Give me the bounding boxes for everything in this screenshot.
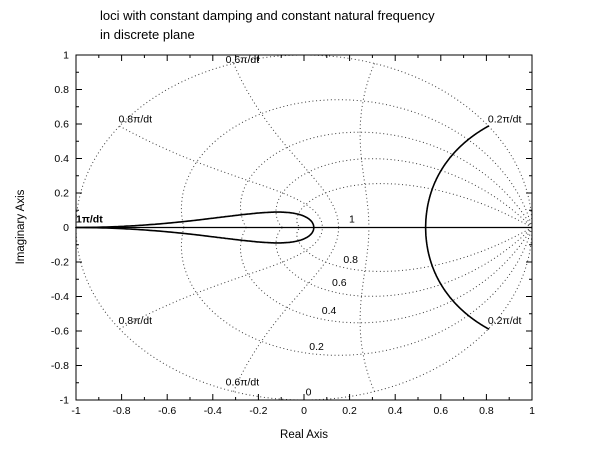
wn-label: 0.2π/dt [488, 113, 522, 125]
wn-curve-0.4pi-dt-lower [359, 227, 375, 392]
zeta-spiral-0.6-upper [275, 158, 533, 228]
zeta-label: 0.2 [309, 341, 324, 353]
wn-curve-solid-1pi-dt-lower [75, 226, 315, 244]
y-tick-label: 0.6 [54, 119, 69, 131]
wn-curve-0.8pi-dt-lower [119, 227, 323, 330]
zeta-spiral-0.4-upper [240, 131, 533, 228]
wn-curve-solid-1pi-dt-upper [75, 211, 315, 229]
x-tick-label: 0.8 [479, 405, 494, 417]
wn-label: 0.8π/dt [119, 315, 153, 327]
x-tick-label: -0.8 [113, 405, 131, 417]
y-tick-label: -0.8 [51, 360, 69, 372]
wn-curve-0.6pi-dt-upper [233, 63, 340, 228]
wn-label: 0.6π/dt [226, 54, 260, 66]
y-tick-label: 0.8 [54, 84, 69, 96]
wn-curve-0.8pi-dt-upper [119, 125, 323, 228]
zeta-label: 1 [349, 213, 355, 225]
y-tick-label: -1 [60, 395, 69, 407]
x-tick-label: 0.4 [388, 405, 403, 417]
plot-title-line2: in discrete plane [100, 27, 195, 42]
y-tick-label: 0.2 [54, 188, 69, 200]
y-tick-label: -0.4 [51, 291, 69, 303]
zeta-spiral-0.8-upper [296, 183, 533, 228]
plot-title-line1: loci with constant damping and constant … [100, 8, 435, 23]
wn-curve-solid-0.2pi-dt-lower [424, 226, 490, 330]
wn-label: 0.6π/dt [226, 376, 260, 388]
zeta-spiral-0.4-lower [240, 227, 533, 324]
wn-label: 0.2π/dt [488, 315, 522, 327]
x-tick-label: 0.6 [433, 405, 448, 417]
x-tick-label: 0.2 [342, 405, 357, 417]
wn-curve-0.4pi-dt-upper [359, 63, 375, 228]
zeta-label: 0.4 [322, 305, 337, 317]
x-tick-label: -0.2 [249, 405, 267, 417]
x-axis-label: Real Axis [280, 429, 328, 441]
x-tick-label: 1 [529, 405, 535, 417]
plot-title: loci with constant damping and constant … [100, 6, 435, 44]
zeta-label: 0 [306, 387, 312, 399]
zeta-spiral-0.2-upper [180, 99, 533, 228]
y-tick-label: -0.2 [51, 257, 69, 269]
x-tick-label: 0 [301, 405, 307, 417]
wn-curve-solid-0.2pi-dt-upper [424, 125, 490, 229]
zeta-spiral-0.8-lower [296, 227, 533, 272]
x-tick-label: -0.4 [204, 405, 222, 417]
zeta-label: 0.6 [332, 277, 347, 289]
y-tick-label: -0.6 [51, 326, 69, 338]
zeta-spiral-0.6-lower [275, 227, 533, 297]
wn-label: 1π/dt [76, 213, 103, 225]
y-tick-label: 1 [63, 50, 69, 62]
wn-label: 0.8π/dt [119, 113, 153, 125]
zeta-label: 0.8 [343, 254, 358, 266]
x-tick-label: -1 [71, 405, 80, 417]
zeta-spiral-0.2-lower [180, 227, 533, 356]
y-tick-label: 0 [63, 222, 69, 234]
x-tick-label: -0.6 [158, 405, 176, 417]
y-tick-label: 0.4 [54, 153, 69, 165]
